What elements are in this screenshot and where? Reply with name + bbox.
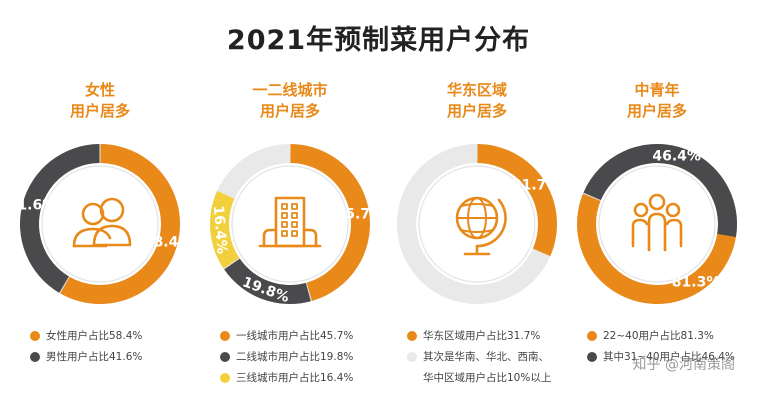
data-label: 81.3% bbox=[672, 275, 721, 291]
legend-text: 华东区域用户占比31.7% bbox=[423, 330, 541, 342]
legend-age: 22~40用户占比81.3% 其中31~40用户占比46.4% bbox=[587, 325, 757, 367]
legend-item: 男性用户占比41.6% bbox=[30, 346, 215, 367]
panel-age: 中青年 用户居多 81.3% 46.4% 22~40用户占比81.3% 其中31~4… bbox=[567, 80, 747, 400]
donut-age: 81.3% 46.4% bbox=[577, 143, 737, 304]
legend-dot-icon bbox=[407, 330, 417, 341]
donut-gender: 58.4% 41.6% bbox=[18, 144, 182, 304]
donut-slice bbox=[224, 258, 311, 304]
legend-text: 华中区域用户占比10%以上 bbox=[423, 372, 552, 384]
chart-title: 2021年预制菜用户分布 bbox=[226, 25, 531, 56]
heading-line-2: 用户居多 bbox=[259, 102, 320, 120]
donut-region: 31.7% bbox=[397, 144, 559, 304]
data-label: 41.6% bbox=[18, 198, 56, 214]
donut-slice bbox=[583, 143, 737, 237]
legend-dot-icon bbox=[220, 330, 230, 341]
watermark: 知乎 @河南策阁 bbox=[632, 357, 735, 373]
legend-item: 二线城市用户占比19.8% bbox=[220, 346, 405, 367]
donut-slice bbox=[19, 144, 100, 293]
legend-dot-icon bbox=[407, 351, 417, 362]
panel-gender: 女性 用户居多 58.4% 41.6% 女性用户占比58.4% 男性用户占比41.6… bbox=[10, 80, 190, 400]
data-label: 16.4% bbox=[210, 205, 230, 255]
panel-region: 华东区域 用户居多 31.7% 华东区域用户占比31.7% 其次是华南、华北、西南… bbox=[387, 80, 567, 400]
inner-ring bbox=[41, 165, 159, 283]
legend-text: 男性用户占比41.6% bbox=[46, 351, 143, 363]
data-label: 31.7% bbox=[512, 178, 559, 194]
panel-city-tier: 一二线城市 用户居多 45.7%19.8%16.4% 一线城市用户占比45.7%… bbox=[200, 80, 380, 400]
legend-dot-icon bbox=[30, 351, 40, 362]
group-icon bbox=[631, 193, 683, 252]
heading-line-2: 用户居多 bbox=[69, 102, 130, 120]
globe-icon bbox=[455, 196, 507, 256]
donut-slice bbox=[60, 144, 180, 304]
legend-item: 22~40用户占比81.3% bbox=[587, 325, 757, 346]
donut-slice bbox=[290, 144, 370, 301]
legend-text: 二线城市用户占比19.8% bbox=[236, 351, 354, 363]
panel-heading: 华东区域 用户居多 bbox=[387, 80, 567, 122]
legend-text: 一线城市用户占比45.7% bbox=[236, 330, 354, 342]
legend-item: 华中区域用户占比10%以上 bbox=[407, 367, 592, 388]
legend-city-tier: 一线城市用户占比45.7% 二线城市用户占比19.8% 三线城市用户占比16.4% bbox=[220, 325, 405, 388]
donut-slice bbox=[477, 144, 557, 257]
inner-ring bbox=[231, 165, 349, 283]
legend-region: 华东区域用户占比31.7% 其次是华南、华北、西南、 华中区域用户占比10%以上 bbox=[407, 325, 592, 388]
heading-line-1: 华东区域 bbox=[446, 81, 507, 99]
legend-text: 女性用户占比58.4% bbox=[46, 330, 143, 342]
heading-line-1: 女性 bbox=[84, 81, 115, 99]
legend-text: 其次是华南、华北、西南、 bbox=[423, 351, 549, 363]
data-label: 58.4% bbox=[144, 234, 182, 250]
panel-heading: 中青年 用户居多 bbox=[567, 80, 747, 122]
legend-item: 华东区域用户占比31.7% bbox=[407, 325, 592, 346]
heading-line-1: 中青年 bbox=[634, 81, 680, 99]
building-icon bbox=[258, 196, 322, 248]
legend-text: 三线城市用户占比16.4% bbox=[236, 372, 354, 384]
donut-slice bbox=[217, 144, 290, 198]
inner-ring bbox=[418, 165, 536, 283]
legend-dot-icon bbox=[30, 330, 40, 341]
heading-line-2: 用户居多 bbox=[446, 102, 507, 120]
legend-text: 其中31~40用户占比46.4% bbox=[603, 351, 735, 363]
legend-gender: 女性用户占比58.4% 男性用户占比41.6% bbox=[30, 325, 215, 367]
inner-ring bbox=[598, 165, 716, 283]
legend-item: 三线城市用户占比16.4% bbox=[220, 367, 405, 388]
legend-item: 其次是华南、华北、西南、 bbox=[407, 346, 592, 367]
legend-item: 其中31~40用户占比46.4% bbox=[587, 346, 757, 367]
legend-item: 一线城市用户占比45.7% bbox=[220, 325, 405, 346]
donut-city-tier: 45.7%19.8%16.4% bbox=[210, 144, 372, 306]
panel-heading: 女性 用户居多 bbox=[10, 80, 190, 122]
legend-text: 22~40用户占比81.3% bbox=[603, 330, 714, 342]
data-label: 46.4% bbox=[652, 148, 701, 164]
legend-dot-icon bbox=[220, 351, 230, 362]
legend-dot-icon bbox=[220, 372, 230, 383]
data-label: 45.7% bbox=[336, 207, 372, 223]
panel-heading: 一二线城市 用户居多 bbox=[200, 80, 380, 122]
donut-slice bbox=[210, 190, 240, 269]
legend-item: 女性用户占比58.4% bbox=[30, 325, 215, 346]
people-icon bbox=[72, 197, 132, 248]
legend-dot-icon bbox=[407, 373, 417, 383]
legend-dot-icon bbox=[587, 351, 597, 362]
heading-line-2: 用户居多 bbox=[626, 102, 687, 120]
legend-dot-icon bbox=[587, 330, 597, 341]
heading-line-1: 一二线城市 bbox=[252, 81, 328, 99]
